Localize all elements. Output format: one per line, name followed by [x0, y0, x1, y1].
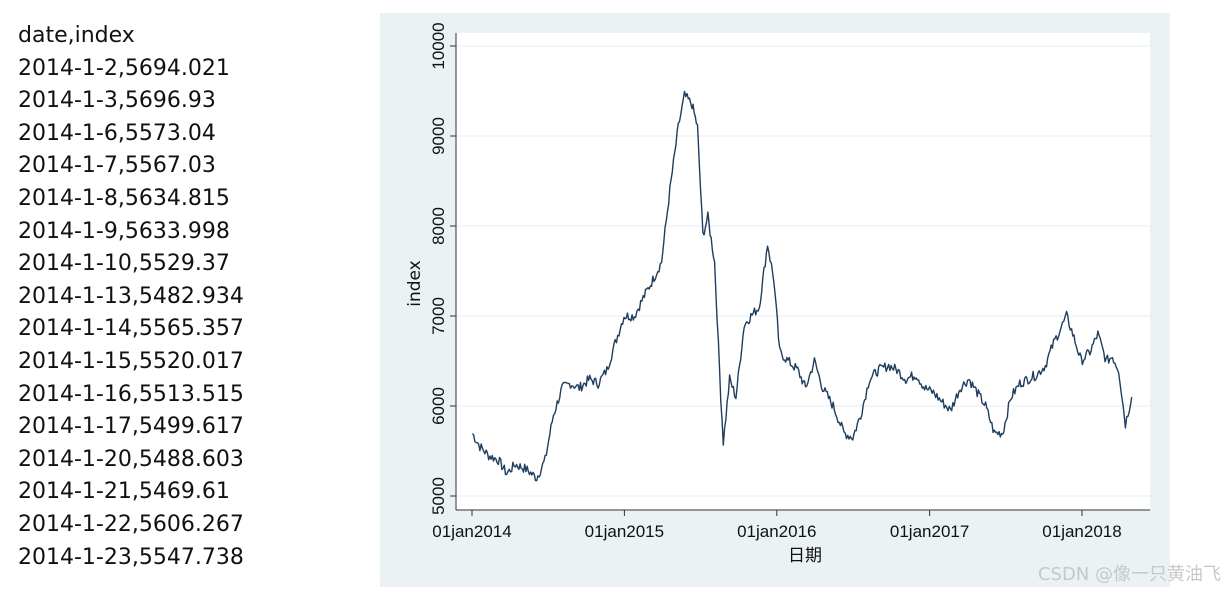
csv-row: 2014-1-16,5513.515	[18, 381, 244, 407]
csv-row: 2014-1-20,5488.603	[18, 446, 244, 472]
csv-row: 2014-1-2,5694.021	[18, 55, 230, 81]
csv-row: 2014-1-15,5520.017	[18, 348, 244, 374]
y-tick-label: 7000	[429, 297, 448, 335]
csv-row: 2014-1-21,5469.61	[18, 479, 230, 505]
csv-row: 2014-1-3,5696.93	[18, 88, 216, 114]
x-tick-label: 01jan2018	[1042, 522, 1121, 541]
x-tick-label: 01jan2016	[737, 522, 816, 541]
csv-row: 2014-1-10,5529.37	[18, 251, 230, 277]
y-axis-title: index	[405, 260, 425, 307]
csv-text-block: date,index 2014-1-2,5694.021 2014-1-3,569…	[18, 20, 368, 574]
csv-row: 2014-1-6,5573.04	[18, 120, 216, 146]
watermark: CSDN @像一只黄油飞	[1037, 564, 1221, 585]
y-tick-label: 9000	[429, 117, 448, 155]
csv-header: date,index	[18, 23, 135, 48]
x-tick-label: 01jan2017	[890, 522, 969, 541]
csv-row: 2014-1-23,5547.738	[18, 544, 244, 570]
csv-row: 2014-1-7,5567.03	[18, 153, 216, 179]
series-line	[471, 90, 1133, 482]
x-tick-label: 01jan2014	[432, 522, 511, 541]
y-tick-label: 10000	[429, 22, 448, 69]
chart-svg: 5000 6000 7000 8000 9000 10000 01jan2014 01jan2…	[405, 22, 1150, 566]
y-tick-label: 8000	[429, 207, 448, 245]
csv-row: 2014-1-13,5482.934	[18, 283, 244, 309]
csv-row: 2014-1-17,5499.617	[18, 414, 244, 440]
y-tick-label: 5000	[429, 477, 448, 515]
csv-row: 2014-1-9,5633.998	[18, 218, 230, 244]
y-tick-label: 6000	[429, 387, 448, 425]
csv-rows: 2014-1-2,5694.021 2014-1-3,5696.93 2014-1-…	[18, 53, 368, 575]
line-chart: 5000 6000 7000 8000 9000 10000 01jan2014 01jan2…	[380, 13, 1170, 587]
csv-row: 2014-1-8,5634.815	[18, 185, 230, 211]
plot-area	[456, 33, 1150, 510]
csv-row: 2014-1-14,5565.357	[18, 316, 244, 342]
x-axis-title: 日期	[788, 546, 822, 566]
csv-row: 2014-1-22,5606.267	[18, 511, 244, 537]
x-tick-label: 01jan2015	[585, 522, 664, 541]
